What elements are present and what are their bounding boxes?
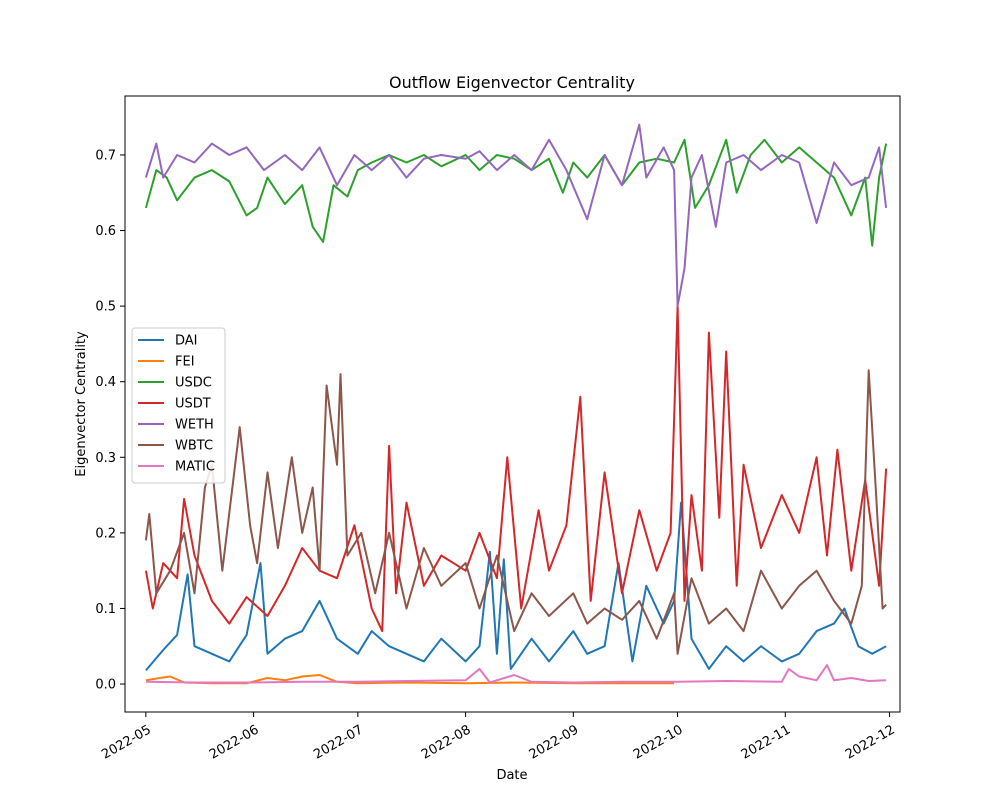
y-tick-label: 0.3 (95, 451, 116, 466)
series-line-wbtc (144, 369, 887, 655)
legend: DAI FEI USDC USDT WETH WBTC MATIC (131, 327, 226, 484)
series-line-weth (144, 123, 888, 308)
chart-title: Outflow Eigenvector Centrality (389, 73, 635, 92)
legend-label-matic: MATIC (175, 460, 215, 475)
x-tick-label: 2022-12 (843, 722, 898, 762)
y-tick-label: 0.6 (95, 224, 116, 239)
legend-label-dai: DAI (175, 334, 198, 349)
y-axis: 0.0 0.1 0.2 0.3 0.4 0.5 0.6 0.7 (95, 148, 125, 693)
x-tick-label: 2022-08 (419, 722, 474, 762)
x-axis-label: Date (496, 768, 527, 783)
y-tick-label: 0.2 (95, 526, 116, 541)
legend-label-wbtc: WBTC (175, 439, 213, 454)
x-tick-label: 2022-06 (207, 722, 262, 762)
x-tick-label: 2022-05 (99, 722, 154, 762)
x-tick-label: 2022-10 (631, 722, 686, 762)
series-line-usdt (144, 305, 888, 633)
legend-label-fei: FEI (175, 355, 195, 370)
legend-label-usdc: USDC (175, 376, 212, 391)
series-line-dai (145, 501, 887, 672)
legend-label-usdt: USDT (175, 397, 211, 412)
legend-label-weth: WETH (175, 418, 214, 433)
x-tick-label: 2022-11 (739, 722, 794, 762)
x-axis: 2022-05 2022-06 2022-07 2022-08 2022-09 2022-… (99, 712, 898, 763)
y-axis-label: Eigenvector Centrality (74, 331, 89, 477)
y-tick-label: 0.0 (95, 678, 116, 693)
y-tick-label: 0.7 (95, 148, 116, 163)
x-tick-label: 2022-07 (311, 722, 366, 762)
x-tick-label: 2022-09 (527, 722, 582, 762)
y-tick-label: 0.1 (95, 602, 116, 617)
series-line-matic (145, 664, 887, 684)
series-line-usdc (144, 138, 888, 247)
y-tick-label: 0.5 (95, 300, 116, 315)
series-layer (144, 123, 888, 685)
plot-frame (124, 95, 901, 713)
y-tick-label: 0.4 (95, 375, 116, 390)
